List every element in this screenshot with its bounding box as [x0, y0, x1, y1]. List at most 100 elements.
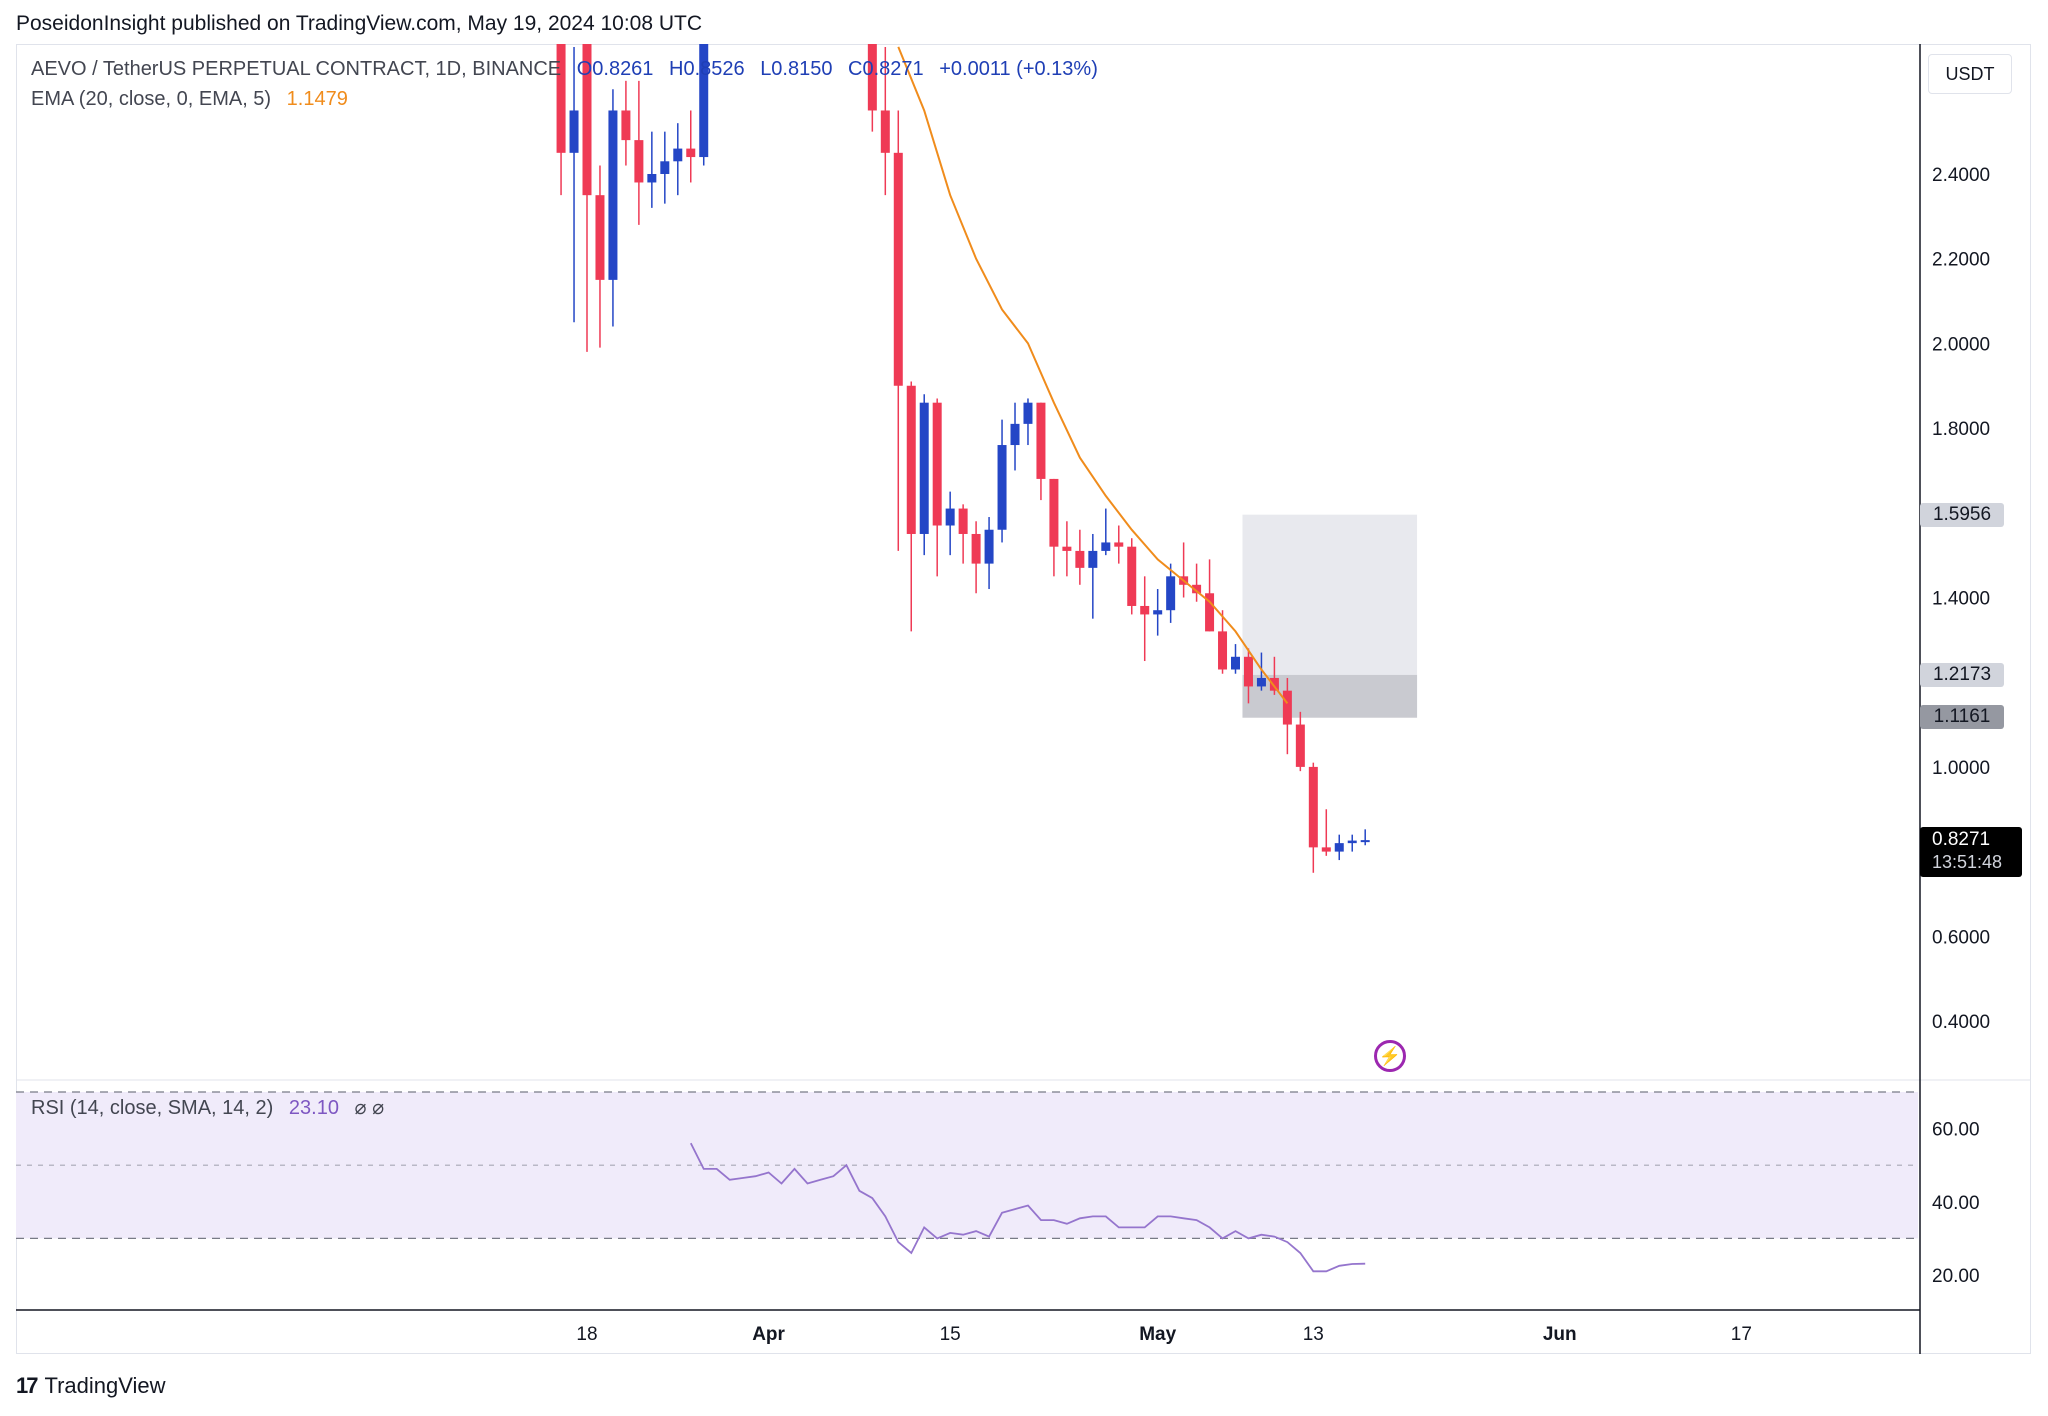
- candle-body: [1295, 724, 1305, 767]
- rsi-legend: RSI (14, close, SMA, 14, 2) 23.10 ⌀ ⌀: [31, 1095, 394, 1120]
- candle-body: [699, 44, 709, 158]
- time-tick-label: Apr: [752, 1324, 785, 1345]
- zones-layer: [1242, 514, 1418, 718]
- candle-body: [673, 148, 683, 162]
- bar-countdown: 13:51:48: [1932, 852, 2003, 872]
- rsi-label[interactable]: RSI (14, close, SMA, 14, 2): [31, 1097, 274, 1119]
- candle-body: [1347, 840, 1357, 844]
- candle-body: [1023, 402, 1033, 424]
- candle-body: [1036, 402, 1046, 479]
- candle-body: [867, 44, 877, 111]
- price-tick-label: 1.8000: [1932, 419, 1990, 440]
- rsi-hidden-icons: ⌀ ⌀: [354, 1097, 385, 1119]
- candle-body: [647, 174, 657, 183]
- close-value: C0.8271: [848, 58, 924, 80]
- last-price-value: 0.8271: [1932, 829, 1991, 850]
- candle-body: [621, 110, 631, 141]
- time-tick-label: Jun: [1543, 1324, 1577, 1345]
- ema-legend: EMA (20, close, 0, EMA, 5) 1.1479: [31, 88, 358, 111]
- price-tick-label: 1.0000: [1932, 758, 1990, 779]
- candle-body: [971, 533, 981, 564]
- high-value: H0.8526: [669, 58, 745, 80]
- candle-body: [544, 0, 553, 5]
- currency-unit-button[interactable]: USDT: [1928, 54, 2012, 94]
- candle-body: [1243, 656, 1253, 687]
- rsi-tick-label: 60.00: [1932, 1120, 1980, 1141]
- price-tick-label: 2.2000: [1932, 250, 1990, 271]
- candle-body: [1153, 610, 1163, 615]
- candle-body: [1140, 605, 1150, 615]
- candle-body: [1192, 584, 1202, 594]
- rsi-band-layer: [16, 1091, 1918, 1240]
- published-line: PoseidonInsight published on TradingView…: [16, 12, 703, 35]
- candle-body: [1308, 766, 1318, 848]
- candle-body: [1075, 550, 1085, 568]
- zone-bottom-price-badge: 1.1161: [1920, 705, 2004, 729]
- candle-body: [919, 402, 929, 534]
- candle-body: [1010, 423, 1020, 446]
- zone-mid-price-badge: 1.2173: [1920, 663, 2004, 687]
- tradingview-logo-icon: 17: [16, 1373, 39, 1398]
- candle-body: [1088, 550, 1098, 568]
- candle-body: [1360, 840, 1370, 843]
- ema-value: 1.1479: [286, 88, 348, 110]
- price-tick-label: 0.4000: [1932, 1012, 1990, 1033]
- brand-name: TradingView: [44, 1373, 166, 1398]
- candle-body: [1062, 546, 1072, 551]
- candle-body: [1218, 631, 1228, 670]
- symbol-legend: AEVO / TetherUS PERPETUAL CONTRACT, 1D, …: [31, 58, 1108, 81]
- candle-body: [997, 445, 1007, 530]
- candle-body: [686, 148, 696, 158]
- last-price-badge: 0.8271 13:51:48: [1920, 827, 2022, 877]
- symbol-title[interactable]: AEVO / TetherUS PERPETUAL CONTRACT, 1D, …: [31, 58, 562, 80]
- candle-body: [932, 402, 942, 526]
- candle-body: [608, 110, 618, 280]
- zone-top-price-badge: 1.5956: [1920, 503, 2004, 527]
- candle-body: [958, 508, 968, 534]
- candle-body: [1166, 576, 1176, 611]
- rsi-value: 23.10: [288, 1097, 339, 1119]
- low-value: L0.8150: [760, 58, 833, 80]
- candle-body: [1114, 542, 1124, 547]
- candle-body: [582, 44, 592, 196]
- time-tick-label: 17: [1731, 1324, 1752, 1345]
- ema-line: [897, 46, 1289, 705]
- candle-body: [893, 152, 903, 386]
- price-tick-label: 1.4000: [1932, 589, 1990, 610]
- tick-labels-layer: 2.4000 2.2000 2.0000 1.8000 1.4000 1.0000 0.60…: [576, 165, 1990, 1345]
- axes-layer: [16, 44, 2031, 1354]
- rsi-layer: [689, 1142, 1366, 1273]
- candle-body: [569, 110, 579, 153]
- candles-layer: [544, 0, 1370, 873]
- candle-body: [1049, 478, 1059, 547]
- time-tick-label: May: [1139, 1324, 1176, 1345]
- candle-body: [906, 385, 916, 534]
- candle-body: [556, 44, 566, 153]
- price-zone: [1242, 674, 1418, 718]
- candle-body: [1256, 677, 1266, 687]
- lightning-icon[interactable]: ⚡: [1374, 1040, 1406, 1072]
- price-zone: [1242, 514, 1418, 675]
- candle-body: [945, 508, 955, 526]
- time-tick-label: 18: [576, 1324, 597, 1345]
- time-tick-label: 15: [940, 1324, 961, 1345]
- candle-body: [880, 110, 890, 153]
- ema-label[interactable]: EMA (20, close, 0, EMA, 5): [31, 88, 272, 110]
- candle-body: [634, 140, 644, 183]
- rsi-tick-label: 20.00: [1932, 1266, 1980, 1287]
- candle-body: [1231, 656, 1240, 670]
- rsi-line: [689, 1142, 1366, 1273]
- change-value: +0.0011 (+0.13%): [939, 58, 1098, 80]
- candle-body: [1205, 593, 1215, 632]
- rsi-tick-label: 40.00: [1932, 1193, 1980, 1214]
- candle-body: [1101, 542, 1111, 551]
- candle-body: [1321, 847, 1331, 852]
- candle-body: [984, 529, 994, 564]
- candle-body: [660, 161, 670, 174]
- candle-body: [1269, 677, 1279, 691]
- tradingview-brand[interactable]: 17 TradingView: [16, 1373, 166, 1399]
- price-tick-label: 2.4000: [1932, 165, 1990, 186]
- open-value: O0.8261: [576, 58, 654, 80]
- price-tick-label: 0.6000: [1932, 927, 1990, 948]
